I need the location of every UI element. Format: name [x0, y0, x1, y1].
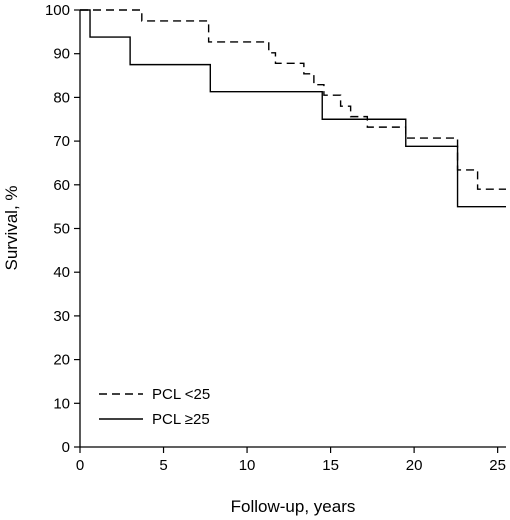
- series-layer: [80, 9, 506, 208]
- y-tick-label: 10: [53, 395, 70, 412]
- x-tick-label: 0: [76, 457, 84, 474]
- legend: PCL <25 PCL ≥25: [99, 386, 210, 428]
- y-tick-label: 30: [53, 308, 70, 325]
- y-tick-label: 40: [53, 264, 70, 281]
- legend-label-series-1: PCL ≥25: [152, 411, 210, 428]
- y-tick-label: 100: [45, 2, 70, 19]
- x-tick-label: 20: [406, 457, 423, 474]
- x-tick-label: 15: [322, 457, 339, 474]
- y-ticks: 0 10 20 30 40 50 60 70 80 90 100: [45, 2, 80, 456]
- y-tick-label: 20: [53, 352, 70, 369]
- y-tick-label: 90: [53, 46, 70, 63]
- axes: [79, 10, 506, 448]
- y-axis-label: Survival, %: [2, 185, 21, 270]
- y-tick-label: 50: [53, 221, 70, 238]
- y-tick-label: 60: [53, 177, 70, 194]
- y-tick-label: 0: [62, 439, 70, 456]
- x-tick-label: 5: [159, 457, 167, 474]
- x-ticks: 0 5 10 15 20 25: [76, 447, 506, 474]
- series-line-1: [80, 9, 506, 208]
- x-tick-label: 10: [239, 457, 256, 474]
- x-axis-label: Follow-up, years: [231, 497, 356, 516]
- x-tick-label: 25: [489, 457, 506, 474]
- y-tick-label: 70: [53, 133, 70, 150]
- legend-label-series-0: PCL <25: [152, 386, 210, 403]
- y-tick-label: 80: [53, 89, 70, 106]
- series-line-0: [80, 9, 506, 190]
